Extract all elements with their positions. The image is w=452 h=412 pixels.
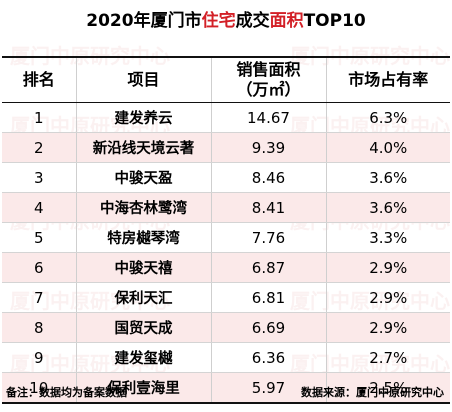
area-cell: 6.81 [210,282,327,313]
project-cell: 保利天汇 [75,282,212,313]
title-middle: 成交 [235,11,270,31]
header-area-label: 销售面积 [236,60,301,79]
footer-note: 备注：数据均为备案数据 [6,386,127,399]
project-cell: 中骏天禧 [75,252,212,283]
area-cell: 6.69 [210,312,327,343]
header-rank: 排名 [2,56,77,103]
table-row: 9 建发玺樾 6.36 2.7% [2,342,450,373]
table-header-row: 排名 项目 销售面积 （万㎡） 市场占有率 [2,56,450,103]
share-cell: 3.6% [325,162,450,193]
table-row: 1 建发养云 14.67 6.3% [2,102,450,133]
area-cell: 7.76 [210,222,327,253]
share-cell: 4.0% [325,132,450,163]
table-row: 2 新沿线天境云著 9.39 4.0% [2,132,450,163]
area-cell: 9.39 [210,132,327,163]
header-share: 市场占有率 [325,56,450,103]
rank-cell: 10 [2,372,77,404]
project-cell: 保利壹海里 [75,372,212,404]
area-cell: 8.46 [210,162,327,193]
title-highlight-housing: 住宅 [201,11,236,31]
ranking-table: 排名 项目 销售面积 （万㎡） 市场占有率 1 建发养云 14.67 6.3% 2… [2,56,450,404]
area-cell: 14.67 [210,102,327,133]
table-row: 7 保利天汇 6.81 2.9% [2,282,450,313]
header-area: 销售面积 （万㎡） [210,56,327,103]
share-cell: 2.7% [325,342,450,373]
project-cell: 建发玺樾 [75,342,212,373]
title-highlight-area: 面积 [269,11,304,31]
title-prefix: 2020年厦门市 [86,11,202,31]
share-cell: 2.9% [325,282,450,313]
table-row: 5 特房樾琴湾 7.76 3.3% [2,222,450,253]
rank-cell: 6 [2,252,77,283]
project-cell: 中海杏林鹭湾 [75,192,212,223]
share-cell: 3.6% [325,192,450,223]
rank-cell: 8 [2,312,77,343]
table-row: 10 保利壹海里 5.97 2.5% [2,372,450,404]
project-cell: 新沿线天境云著 [75,132,212,163]
rank-cell: 5 [2,222,77,253]
area-cell: 6.87 [210,252,327,283]
share-cell: 2.5% [325,372,450,404]
rank-cell: 7 [2,282,77,313]
page-title: 2020年厦门市住宅成交面积TOP10 [0,6,452,36]
rank-cell: 2 [2,132,77,163]
table-row: 3 中骏天盈 8.46 3.6% [2,162,450,193]
share-cell: 6.3% [325,102,450,133]
project-cell: 国贸天成 [75,312,212,343]
area-cell: 6.36 [210,342,327,373]
rank-cell: 3 [2,162,77,193]
header-area-unit: （万㎡） [236,80,301,99]
title-suffix: TOP10 [303,11,366,31]
table-row: 4 中海杏林鹭湾 8.41 3.6% [2,192,450,223]
table-row: 8 国贸天成 6.69 2.9% [2,312,450,343]
table-row: 6 中骏天禧 6.87 2.9% [2,252,450,283]
footer-source: 数据来源：厦门中原研究中心 [301,386,444,399]
share-cell: 2.9% [325,312,450,343]
area-cell: 8.41 [210,192,327,223]
rank-cell: 4 [2,192,77,223]
area-cell: 5.97 [210,372,327,404]
project-cell: 建发养云 [75,102,212,133]
rank-cell: 1 [2,102,77,133]
share-cell: 3.3% [325,222,450,253]
rank-cell: 9 [2,342,77,373]
header-project: 项目 [75,56,212,103]
project-cell: 中骏天盈 [75,162,212,193]
project-cell: 特房樾琴湾 [75,222,212,253]
share-cell: 2.9% [325,252,450,283]
